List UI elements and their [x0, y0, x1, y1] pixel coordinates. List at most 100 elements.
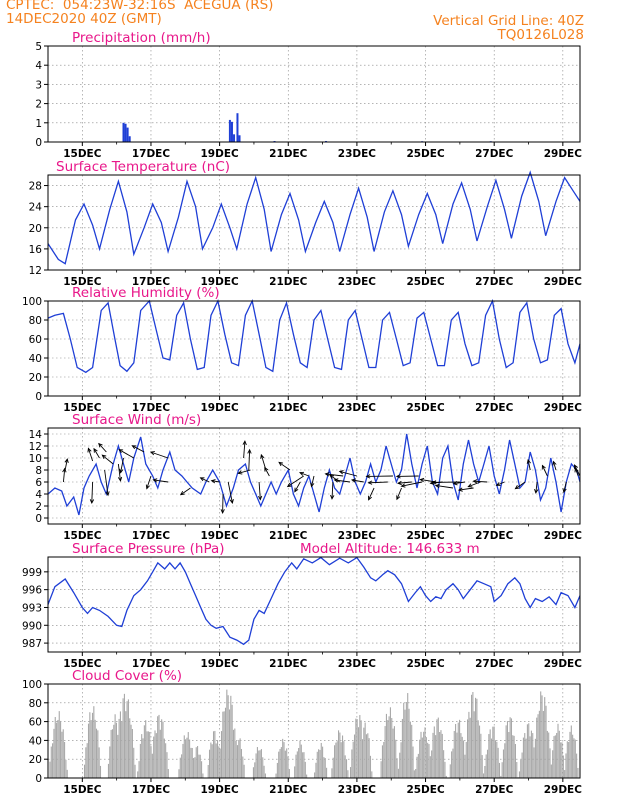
- panel-title-rh: Relative Humidity (%): [72, 285, 220, 301]
- cloud-bar-363: [530, 730, 532, 778]
- cloud-bar-373: [544, 697, 546, 778]
- cloud-bar-375: [546, 730, 548, 778]
- cloud-bar-127: [216, 740, 219, 778]
- wind-arrowhead-42: [395, 474, 401, 479]
- cloud-bar-352: [516, 762, 518, 778]
- series-line-rh: [47, 298, 581, 374]
- cloud-bar-254: [385, 713, 387, 778]
- cloud-bar-331: [488, 734, 490, 778]
- cloud-bar-323: [477, 720, 479, 778]
- cloud-bar-303: [451, 751, 453, 778]
- cloud-bar-159: [259, 750, 261, 778]
- cloud-bar-225: [347, 770, 349, 778]
- cloud-bar-221: [341, 735, 344, 778]
- header-station: CPTEC: 054:23W-32:16S ACEGUA (RS): [6, 0, 274, 13]
- cloud-bar-99: [179, 757, 181, 778]
- wind-arrowhead-49: [457, 487, 463, 492]
- cloud-bar-36: [95, 728, 98, 778]
- cloud-bar-156: [255, 753, 257, 778]
- cloud-bar-120: [207, 764, 209, 778]
- wind-arrowhead-29: [299, 471, 305, 476]
- cloud-bar-330: [486, 749, 489, 778]
- wind-arrowhead-16: [199, 477, 205, 482]
- xtick-label-precip-2: 19DEC: [201, 148, 240, 160]
- cloud-bar-350: [513, 735, 515, 778]
- cloud-bar-256: [388, 716, 390, 778]
- cloud-bar-379: [552, 750, 554, 778]
- cloud-bar-381: [554, 735, 556, 778]
- cloud-bar-369: [538, 710, 540, 778]
- panel-title-cloud: Cloud Cover (%): [72, 668, 182, 684]
- cloud-bar-326: [481, 755, 483, 778]
- cloud-bar-162: [263, 765, 265, 778]
- cloud-bar-366: [534, 738, 536, 778]
- xtick-label-temp-7: 29DEC: [544, 276, 583, 288]
- cloud-bar-126: [215, 743, 217, 778]
- wind-vector-35: [339, 470, 358, 477]
- cloud-bar-238: [364, 722, 366, 778]
- cloud-bar-90: [167, 769, 169, 778]
- xtick-label-wind-5: 25DEC: [406, 530, 445, 542]
- cloud-bar-102: [183, 735, 185, 778]
- header-model-id: TQ0126L028: [497, 27, 584, 43]
- cloud-bar-13: [65, 759, 67, 778]
- wind-arrowhead-58: [562, 488, 567, 494]
- xtick-label-rh-7: 29DEC: [544, 402, 583, 414]
- cloud-bar-209: [326, 767, 328, 778]
- cloud-bar-30: [87, 723, 90, 778]
- series-line-pressure: [47, 556, 581, 646]
- wind-arrowhead-54: [526, 458, 531, 464]
- cloud-bar-144: [239, 738, 241, 778]
- wind-arrowhead-3: [89, 499, 95, 505]
- precip-bar-7: [236, 113, 239, 142]
- xtick-label-precip-4: 23DEC: [338, 148, 377, 160]
- cloud-bar-161: [262, 757, 264, 778]
- cloud-bar-267: [403, 702, 405, 778]
- cloud-bar-113: [198, 754, 200, 778]
- wind-arrowhead-35: [338, 470, 344, 475]
- cloud-bar-289: [432, 732, 434, 778]
- cloud-bar-273: [411, 724, 413, 778]
- ytick-label-wind-2: 4: [35, 489, 42, 501]
- xtick-label-pressure-5: 25DEC: [406, 658, 445, 670]
- wind-vector-17: [211, 480, 220, 483]
- cloud-bar-355: [520, 760, 522, 778]
- cloud-bar-304: [452, 748, 454, 778]
- wind-arrowhead-56: [541, 464, 546, 470]
- wind-vector-14: [153, 479, 169, 483]
- wind-vector-54: [527, 459, 531, 471]
- cloud-bar-319: [472, 692, 474, 778]
- cloud-bar-177: [283, 742, 285, 778]
- panel-frame-temp: [47, 174, 581, 271]
- ytick-label-precip-4: 4: [35, 60, 42, 72]
- xtick-label-precip-6: 27DEC: [475, 148, 514, 160]
- cloud-bar-5: [54, 717, 56, 778]
- cloud-bar-11: [62, 729, 64, 778]
- panel-frame-precip: [47, 45, 581, 143]
- cloud-bar-87: [163, 738, 165, 778]
- cloud-bar-317: [469, 717, 471, 778]
- cloud-bar-86: [162, 721, 164, 778]
- cloud-bar-73: [145, 720, 147, 778]
- xtick-label-cloud-4: 23DEC: [338, 784, 377, 796]
- cloud-bar-98: [178, 769, 180, 778]
- cloud-bar-45: [107, 763, 110, 778]
- cloud-bar-345: [506, 721, 509, 778]
- cloud-bar-384: [558, 730, 560, 778]
- ytick-label-wind-3: 6: [35, 477, 42, 489]
- cloud-bar-106: [189, 739, 191, 778]
- xtick-label-wind-3: 21DEC: [269, 530, 308, 542]
- wind-vector-21: [248, 449, 251, 471]
- cloud-bar-175: [280, 747, 282, 778]
- precip-bar-6: [233, 134, 236, 142]
- wind-arrowhead-14: [152, 478, 158, 483]
- cloud-bar-255: [387, 720, 389, 778]
- wind-vector-36: [351, 479, 364, 483]
- xtick-label-cloud-6: 27DEC: [475, 784, 514, 796]
- cloud-bar-27: [83, 764, 86, 778]
- xtick-label-temp-0: 15DEC: [63, 276, 102, 288]
- cloud-bar-48: [111, 729, 114, 778]
- cloud-bar-335: [493, 726, 495, 778]
- cloud-bar-135: [227, 695, 229, 778]
- cloud-bar-122: [210, 742, 212, 778]
